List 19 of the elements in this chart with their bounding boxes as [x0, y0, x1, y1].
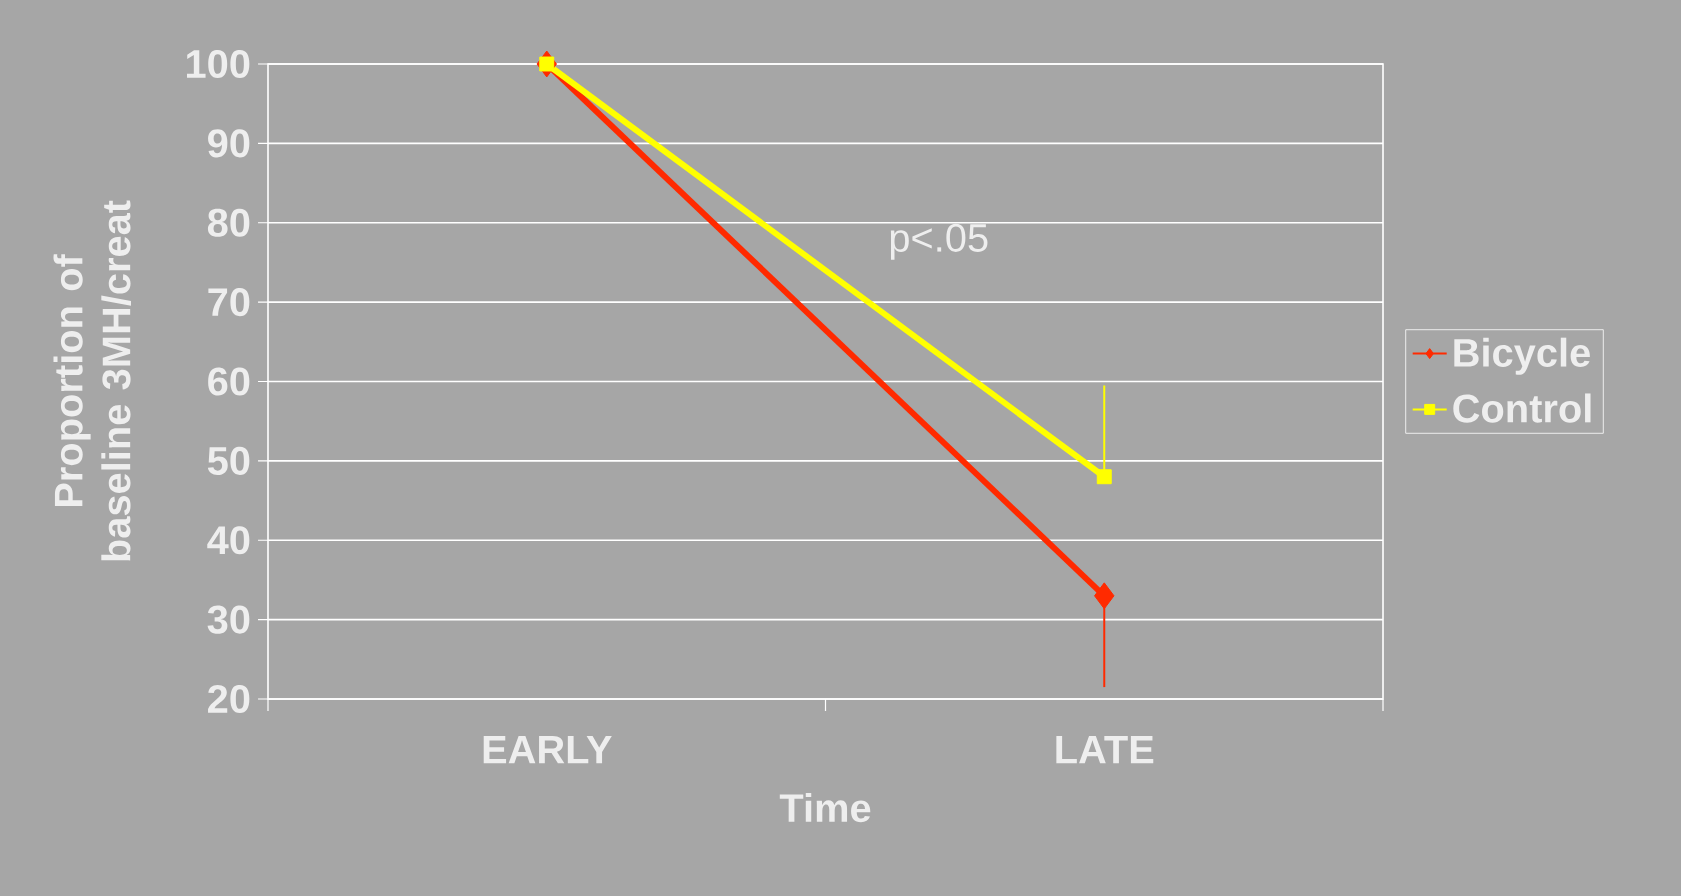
y-tick-label: 90	[208, 129, 250, 158]
x-tick-label: EARLY	[483, 735, 612, 764]
y-tick-label: 80	[207, 208, 250, 237]
point	[539, 56, 555, 72]
legend-label: Bicycle	[1454, 337, 1590, 375]
x-axis-title: Time	[779, 792, 871, 823]
legend-label: Control	[1453, 393, 1591, 423]
y-tick-label: 50	[207, 446, 250, 475]
point	[1094, 582, 1115, 610]
y-tick-label: 60	[208, 367, 250, 396]
y-axis-title: Proportion of baseline 3MH/creat	[53, 200, 131, 561]
y-tick-label: 70	[208, 288, 250, 317]
y-tick-label: 40	[207, 526, 250, 555]
y-tick-label: 100	[187, 49, 250, 79]
annotation: p<.05	[890, 223, 988, 260]
x-tick-label: LATE	[1056, 735, 1154, 764]
point	[1096, 469, 1112, 485]
y-tick-label: 30	[207, 605, 250, 634]
y-tick-label: 20	[208, 684, 250, 714]
